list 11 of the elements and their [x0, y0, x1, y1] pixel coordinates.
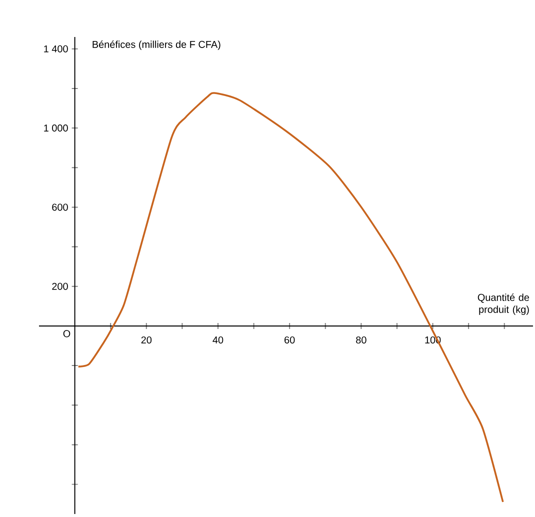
x-tick-label: 80 — [356, 336, 366, 344]
x-tick-label: 40 — [212, 336, 224, 344]
y-tick-label: 600 — [52, 204, 68, 211]
x-tick-label: 20 — [141, 336, 152, 344]
annotation: O — [63, 330, 70, 338]
y-tick-label: 200 — [52, 282, 68, 290]
x-axis-title: Quantité de produit (kg) — [478, 294, 530, 315]
y-tick-label: 1 000 — [44, 124, 68, 132]
y-tick-label: 1 400 — [44, 45, 68, 52]
x-tick-label: 60 — [284, 336, 295, 344]
y-axis-title: Bénéfices (milliers de F CFA) — [92, 40, 220, 50]
